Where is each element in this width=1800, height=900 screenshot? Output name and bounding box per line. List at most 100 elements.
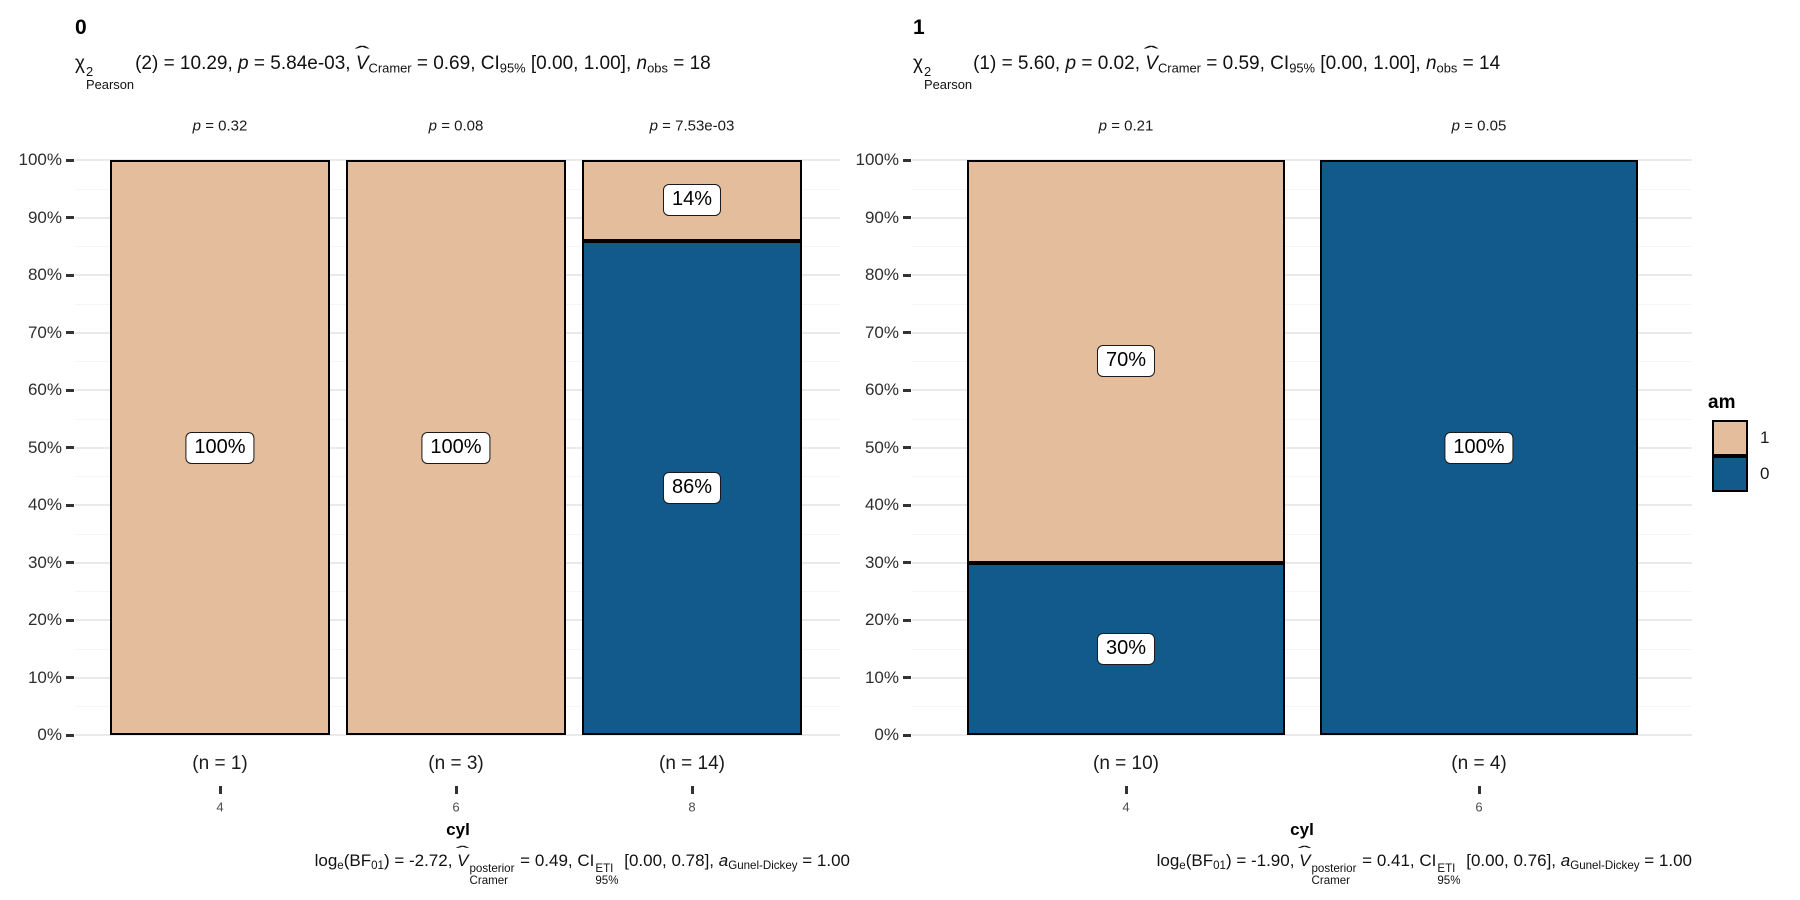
stat-text: = 0.02, [1076, 53, 1146, 74]
x-tick-label: 6 [1475, 799, 1483, 815]
gridline-major [912, 561, 1692, 564]
x-tick-label: 4 [216, 799, 224, 815]
gridline-minor [912, 533, 1692, 535]
legend-item-label: 1 [1760, 428, 1770, 447]
stat-subscript: Cramer [1311, 874, 1351, 887]
x-tick-label: 6 [452, 799, 460, 815]
stat-text: ) = -1.90, [1225, 851, 1300, 870]
stat-text: Cramer [368, 60, 412, 76]
y-tick-label: 10% [27, 667, 62, 687]
stat-text: n [636, 53, 648, 74]
panel-0-caption: loge(BF01) = -2.72, VposteriorCramer = 0… [315, 852, 850, 888]
stat-text: p [428, 117, 438, 135]
gridline-major [912, 734, 1692, 736]
bar-p-value-label: p = 7.53e-03 [650, 118, 735, 135]
y-tick-label: 90% [27, 207, 62, 227]
y-tick-label: 60% [27, 380, 62, 399]
stat-superscript: ETI [1437, 863, 1456, 875]
bar-segment-am-1 [110, 160, 330, 735]
stat-text: p [649, 117, 659, 135]
gridline-minor [912, 706, 1692, 708]
y-tick-label: 0% [874, 725, 899, 744]
legend-swatch-am-1 [1712, 420, 1748, 456]
stat-text: (BF [1185, 851, 1214, 870]
x-tick-mark [218, 786, 222, 794]
y-tick-mark [66, 676, 74, 679]
stat-text: p [1451, 117, 1461, 135]
stat-text: [0.00, 1.00], [525, 53, 637, 74]
y-tick-mark [66, 446, 74, 449]
gridline-minor [912, 361, 1692, 363]
y-tick-label: 30% [27, 552, 62, 572]
stat-text: Cramer [1157, 60, 1201, 76]
gridline-major [912, 619, 1692, 621]
stat-text: Gunel-Dickey [728, 860, 798, 873]
bar-p-value-label: p = 0.05 [1452, 118, 1507, 135]
stat-supsub: 2 Pearson [85, 65, 135, 92]
y-tick-mark [903, 158, 911, 162]
x-tick-label: 8 [688, 799, 696, 815]
percent-label: 100% [1444, 431, 1514, 464]
stat-text: log [1156, 851, 1180, 870]
stat-text: = 0.69, CI [411, 53, 500, 74]
stat-text: n [1425, 53, 1437, 74]
stat-text: = 7.53e-03 [658, 117, 735, 135]
stat-text: 95% [1289, 60, 1316, 76]
stat-text: [0.00, 0.78], [619, 851, 719, 870]
y-tick-label: 70% [27, 322, 62, 342]
percent-label: 100% [185, 431, 255, 464]
stat-text: = 0.32 [201, 117, 248, 135]
bar-n-label: (n = 10) [1092, 753, 1160, 774]
percent-label: 30% [1096, 632, 1156, 665]
stat-text: 95% [499, 60, 526, 76]
stat-text: obs [647, 60, 668, 76]
y-tick-mark [903, 216, 911, 219]
gridline-minor [912, 418, 1692, 420]
legend-title: am [1708, 392, 1736, 413]
stat-text: (BF [343, 851, 372, 870]
y-tick-mark [66, 618, 74, 622]
stat-subscript: Pearson [85, 76, 135, 92]
stat-text: [0.00, 1.00], [1315, 53, 1426, 74]
stat-text: = 1.00 [1639, 851, 1692, 870]
y-tick-label: 40% [864, 495, 899, 514]
panel-0-plot-area: 100% 100% 14% 86% [75, 159, 840, 736]
stat-superscript: 2 [923, 63, 932, 79]
y-tick-label: 100% [18, 150, 62, 169]
stat-text: (2) = 10.29, [135, 53, 239, 74]
y-tick-mark [903, 676, 911, 679]
bar-n-label: (n = 4) [1451, 753, 1507, 774]
stat-superscript: posterior [469, 863, 515, 875]
y-tick-mark [903, 273, 911, 277]
panel-0-title: 0 [75, 16, 87, 39]
percent-label: 100% [421, 431, 491, 464]
percent-label: 86% [662, 471, 722, 504]
stat-text: = 1.00 [797, 851, 850, 870]
percent-label: 70% [1096, 345, 1156, 378]
gridline-minor [912, 188, 1692, 190]
stat-text: log [314, 851, 338, 870]
stat-text: ) = -2.72, [383, 851, 458, 870]
bar-n-label: (n = 1) [192, 753, 248, 774]
y-tick-label: 80% [27, 265, 62, 284]
stat-text: = 0.05 [1460, 117, 1507, 135]
y-tick-label: 90% [864, 207, 899, 227]
bar-segment-am-1 [582, 160, 802, 241]
stat-text: = 0.49, CI [515, 851, 595, 870]
gridline-minor [912, 476, 1692, 478]
y-tick-label: 30% [864, 552, 899, 572]
panel-1-caption: loge(BF01) = -1.90, VposteriorCramer = 0… [1157, 852, 1692, 888]
panel-0-x-axis-title: cyl [446, 820, 470, 839]
percent-label: 14% [662, 184, 722, 217]
v-hat-symbol: V [1299, 852, 1310, 869]
stat-text: 01 [371, 860, 384, 873]
gridline-major [912, 216, 1692, 219]
x-tick-label: 4 [1122, 799, 1130, 815]
stat-text: p [192, 117, 202, 135]
y-tick-label: 20% [27, 610, 62, 629]
gridline-major [912, 504, 1692, 506]
y-tick-label: 60% [864, 380, 899, 399]
v-hat-symbol: V [356, 54, 369, 73]
